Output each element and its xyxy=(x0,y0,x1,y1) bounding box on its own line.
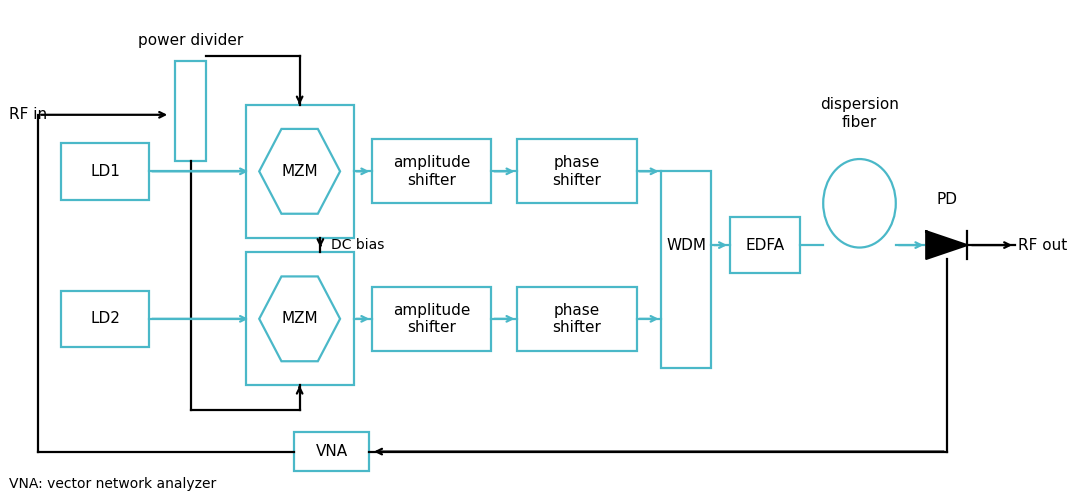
Bar xyxy=(730,217,801,274)
Text: MZM: MZM xyxy=(281,164,317,179)
Polygon shape xyxy=(926,232,967,259)
Text: amplitude
shifter: amplitude shifter xyxy=(393,302,470,335)
Text: phase
shifter: phase shifter xyxy=(553,302,601,335)
Text: LD2: LD2 xyxy=(90,312,121,326)
Ellipse shape xyxy=(823,159,896,248)
Text: VNA: vector network analyzer: VNA: vector network analyzer xyxy=(10,477,216,491)
Text: power divider: power divider xyxy=(138,34,243,48)
Text: LD1: LD1 xyxy=(90,164,121,179)
Bar xyxy=(175,60,207,162)
Text: PD: PD xyxy=(936,192,957,206)
Text: MZM: MZM xyxy=(281,312,317,326)
Bar xyxy=(518,287,637,351)
Text: RF in: RF in xyxy=(10,108,47,122)
Text: DC bias: DC bias xyxy=(330,238,384,252)
Bar xyxy=(61,290,150,347)
Bar xyxy=(372,287,492,351)
Bar xyxy=(295,432,369,471)
Bar xyxy=(518,140,637,203)
Bar xyxy=(61,143,150,200)
Polygon shape xyxy=(259,129,340,214)
Text: RF out: RF out xyxy=(1018,238,1067,252)
Text: phase
shifter: phase shifter xyxy=(553,155,601,188)
Text: dispersion
fiber: dispersion fiber xyxy=(820,97,898,130)
Text: amplitude
shifter: amplitude shifter xyxy=(393,155,470,188)
Bar xyxy=(245,252,354,385)
Polygon shape xyxy=(259,276,340,361)
Text: EDFA: EDFA xyxy=(746,238,784,252)
Text: WDM: WDM xyxy=(666,238,706,252)
Bar xyxy=(372,140,492,203)
Text: VNA: VNA xyxy=(315,444,348,459)
Bar xyxy=(245,105,354,238)
Bar xyxy=(662,172,711,368)
